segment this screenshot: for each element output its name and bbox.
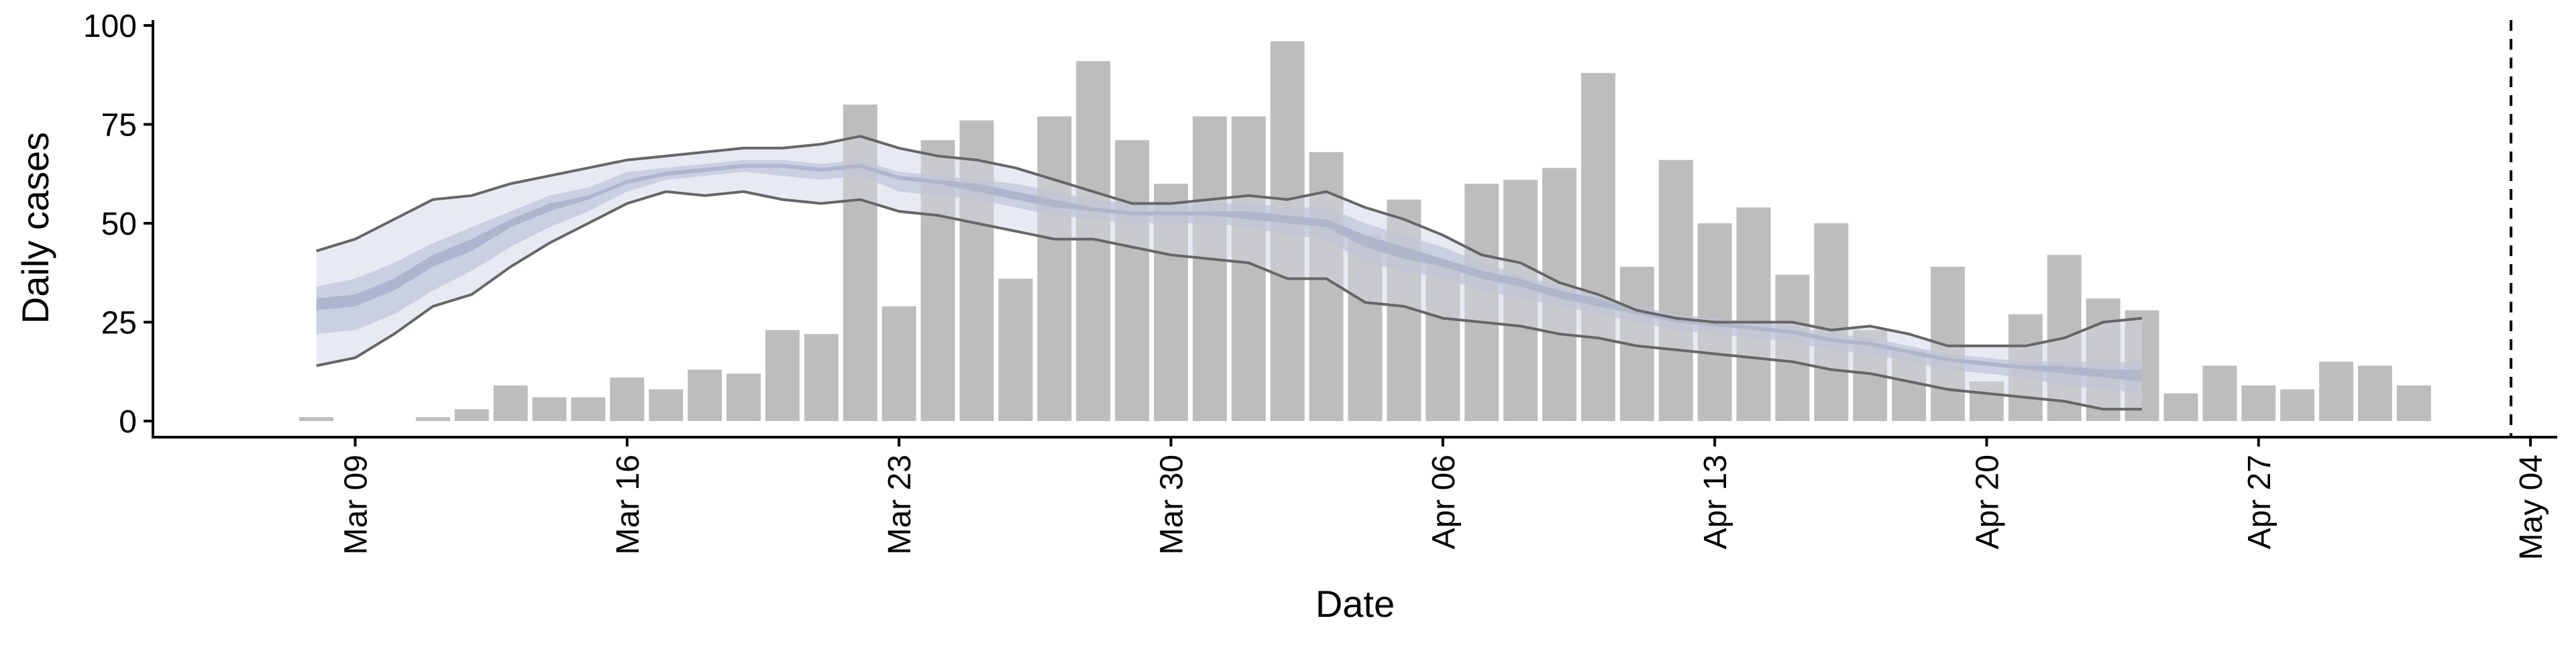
x-axis-title: Date <box>1316 583 1395 625</box>
bar-2020-04-20 <box>1969 381 2004 421</box>
bar-2020-03-26 <box>998 278 1033 421</box>
bar-2020-03-19 <box>727 373 761 421</box>
x-tick-label-0: Mar 09 <box>339 455 374 554</box>
x-tick-label-4: Apr 06 <box>1426 455 1462 549</box>
axes: 0 25 50 75 100 Mar 09 Mar 16 Mar 23 Mar 30 Apr 06… <box>83 9 2557 560</box>
y-tick-label-1: 25 <box>101 306 137 341</box>
x-tick-label-1: Mar 16 <box>610 455 646 554</box>
bar-2020-04-19 <box>1931 266 1966 421</box>
inner-band-overlay <box>316 164 2143 381</box>
bar-2020-04-18 <box>1892 349 1927 421</box>
bar-2020-04-04 <box>1348 235 1383 421</box>
bar-2020-04-09 <box>1542 168 1576 421</box>
y-tick-label-3: 75 <box>101 108 137 143</box>
bar-2020-03-22 <box>843 105 877 421</box>
bar-2020-03-08 <box>299 417 334 421</box>
bar-2020-04-10 <box>1580 72 1615 422</box>
bar-2020-03-30 <box>1154 184 1188 421</box>
y-tick-label-0: 0 <box>119 404 137 440</box>
bar-2020-03-17 <box>649 389 684 421</box>
bar-2020-03-14 <box>532 397 567 421</box>
bar-2020-04-23 <box>2086 298 2121 421</box>
bar-2020-03-12 <box>454 409 489 421</box>
bar-2020-03-15 <box>571 397 606 421</box>
bar-2020-03-16 <box>610 377 645 421</box>
bar-2020-03-20 <box>765 330 800 421</box>
x-tick-label-2: Mar 23 <box>882 455 918 554</box>
bar-2020-03-21 <box>804 334 839 421</box>
x-tick-label-7: Apr 27 <box>2242 455 2277 549</box>
y-axis-title: Daily cases <box>14 132 56 324</box>
bar-2020-03-25 <box>959 120 994 421</box>
mid-band-overlay <box>316 160 2143 394</box>
x-tick-label-3: Mar 30 <box>1154 455 1189 554</box>
bar-2020-04-08 <box>1503 180 1538 421</box>
bar-2020-04-02 <box>1270 41 1305 422</box>
bar-2020-03-23 <box>881 306 916 421</box>
bar-2020-03-18 <box>688 369 722 421</box>
bar-2020-03-27 <box>1037 116 1072 421</box>
bar-2020-04-27 <box>2241 385 2276 421</box>
bars-group <box>299 41 2431 422</box>
upper-boundary-line <box>316 135 2143 347</box>
bar-2020-04-15 <box>1775 274 1810 421</box>
bar-2020-03-13 <box>493 385 528 421</box>
y-tick-label-2: 50 <box>101 207 137 242</box>
x-tick-label-6: Apr 20 <box>1970 455 2005 549</box>
x-tick-label-5: Apr 13 <box>1698 455 1733 549</box>
outer-band-overlay <box>316 136 2143 410</box>
x-tick-label-8: May 04 <box>2514 455 2549 560</box>
bar-2020-03-11 <box>415 417 450 421</box>
bar-2020-05-01 <box>2396 385 2431 421</box>
lower-boundary-line <box>316 190 2143 411</box>
bar-2020-04-16 <box>1814 223 1849 421</box>
bar-2020-04-12 <box>1658 160 1693 421</box>
bar-2020-04-24 <box>2125 310 2159 421</box>
axis-labels: Daily cases Date <box>14 132 1395 625</box>
bar-2020-04-21 <box>2008 314 2043 421</box>
bar-2020-03-31 <box>1192 116 1227 421</box>
estimate-boundary-lines <box>316 135 2143 411</box>
bar-2020-04-14 <box>1736 207 1771 421</box>
bar-2020-04-30 <box>2358 365 2392 421</box>
bar-2020-04-06 <box>1426 263 1460 421</box>
bar-2020-04-07 <box>1464 184 1499 421</box>
bar-2020-03-24 <box>920 140 955 421</box>
bar-2020-04-26 <box>2202 365 2237 421</box>
bar-2020-04-28 <box>2280 389 2315 421</box>
y-tick-label-4: 100 <box>83 9 137 44</box>
bar-2020-04-29 <box>2319 361 2354 421</box>
bar-2020-03-29 <box>1115 140 1150 421</box>
bar-2020-04-25 <box>2163 393 2198 421</box>
